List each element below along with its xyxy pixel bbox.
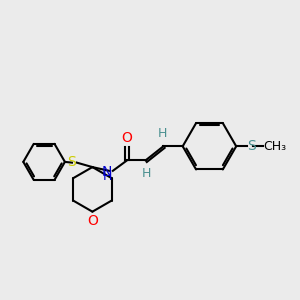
Text: N: N xyxy=(102,164,112,178)
Text: S: S xyxy=(247,139,256,153)
Text: H: H xyxy=(103,170,112,183)
Text: H: H xyxy=(158,127,167,140)
Text: O: O xyxy=(87,214,98,228)
Text: O: O xyxy=(122,131,132,145)
Text: H: H xyxy=(142,167,151,180)
Text: S: S xyxy=(67,155,76,169)
Text: CH₃: CH₃ xyxy=(263,140,286,153)
